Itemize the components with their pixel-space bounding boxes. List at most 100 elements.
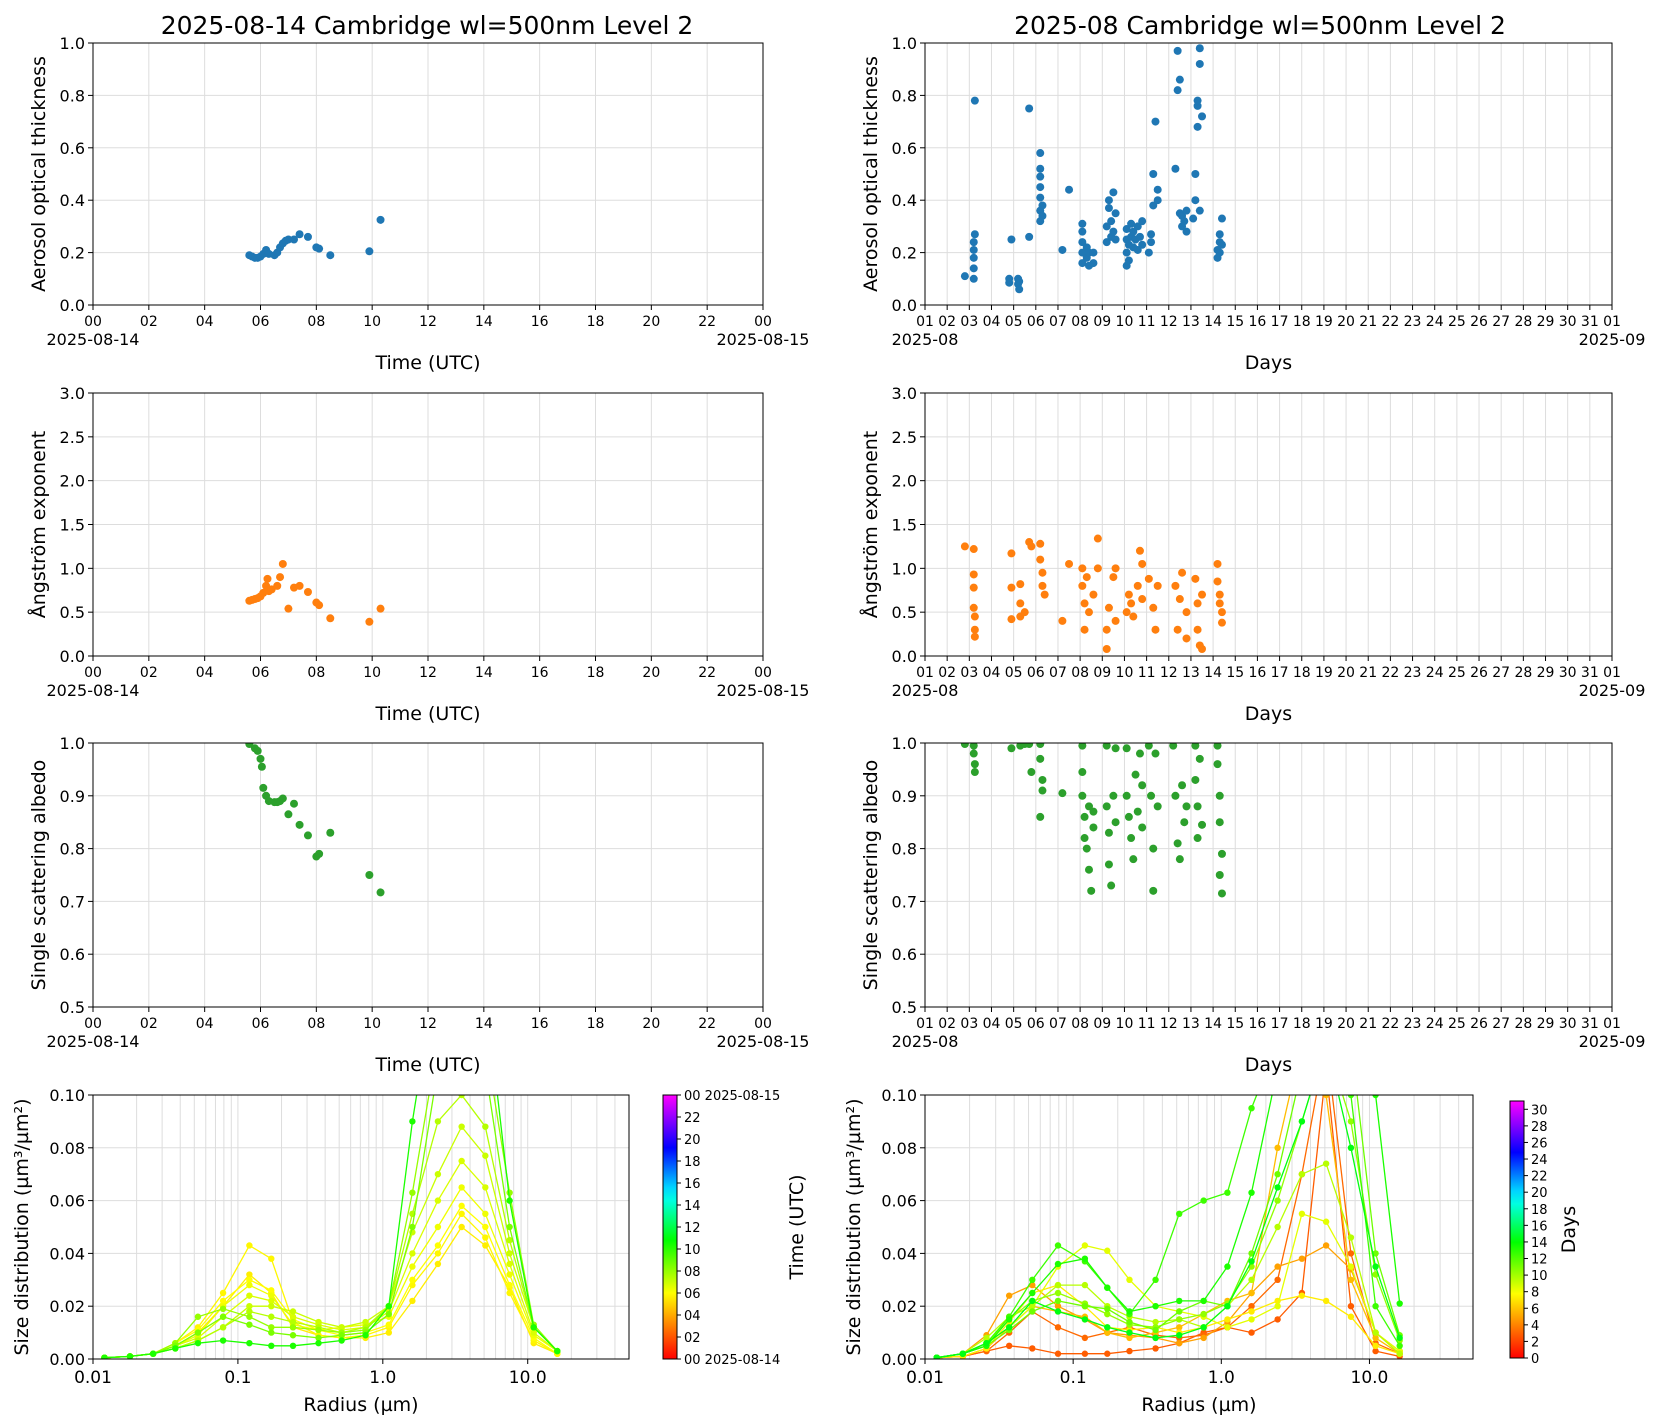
y-axis-label: Single scattering albedo <box>860 760 882 991</box>
colorbar-tick-label: 08 <box>684 1265 701 1280</box>
y-tick-label: 0.04 <box>881 1244 917 1263</box>
series-point <box>1126 1347 1133 1355</box>
data-point <box>263 574 272 583</box>
series-point <box>246 1303 253 1310</box>
data-point <box>1149 603 1158 612</box>
series-point <box>1274 1197 1281 1204</box>
data-point <box>1078 768 1087 777</box>
series-line <box>104 1095 558 1359</box>
series-point <box>1372 1347 1379 1355</box>
data-point <box>1084 802 1093 811</box>
data-point <box>1127 834 1136 843</box>
series-point <box>1298 1210 1306 1218</box>
data-point <box>1127 219 1136 228</box>
x-tick-label: 04 <box>196 314 214 330</box>
series-point <box>434 1223 442 1231</box>
data-point <box>969 570 978 579</box>
chart-psd_day: 0.00 0.02 0.04 0.06 0.08 0.10 0.01 0.1 1.0 10.0 Ra… <box>11 1086 808 1416</box>
right-title: 2025-08 Cambridge wl=500nm Level 2 <box>1014 11 1506 40</box>
grid <box>924 742 1613 1008</box>
data-point <box>1127 599 1136 608</box>
x-tick-label: 05 <box>1005 665 1023 681</box>
series-point <box>933 1354 940 1359</box>
data-point <box>276 573 285 582</box>
data-point <box>1180 217 1189 226</box>
x-tick-label: 00 <box>754 1016 772 1032</box>
y-tick-label: 0.0 <box>892 647 917 666</box>
series-point <box>268 1303 275 1310</box>
data-point <box>284 810 293 819</box>
data-point <box>1217 618 1226 627</box>
y-tick-label: 0.4 <box>892 191 917 210</box>
series-point <box>506 1197 513 1204</box>
data-point <box>1089 823 1098 832</box>
series-point <box>1200 1297 1207 1305</box>
data-point <box>1078 581 1087 590</box>
series-point <box>1054 1297 1062 1305</box>
x-tick-label: 29 <box>1537 665 1555 681</box>
x-tick-label: 12 <box>1160 314 1178 330</box>
data-point <box>960 272 969 281</box>
series-point <box>1029 1303 1036 1310</box>
data-point <box>1215 818 1224 827</box>
series-line <box>936 1284 1400 1359</box>
series-point <box>1176 1324 1183 1331</box>
data-point <box>1191 170 1200 178</box>
series-point <box>530 1329 537 1336</box>
x-tick-label: 0.1 <box>224 1368 251 1388</box>
series-point <box>482 1234 489 1241</box>
x-tick-label: 27 <box>1492 314 1510 330</box>
x-tick-label: 08 <box>307 1016 325 1032</box>
data-point <box>1036 172 1045 181</box>
x-tick-label: 28 <box>1514 314 1532 330</box>
series-point <box>1054 1281 1062 1289</box>
colorbar-tick-label: 20 <box>684 1133 701 1148</box>
series-point <box>194 1339 202 1347</box>
y-tick-label: 0.0 <box>60 296 85 315</box>
series-point <box>1248 1289 1255 1297</box>
series-point <box>482 1242 489 1249</box>
data-point <box>1007 583 1016 592</box>
colorbar-fill <box>662 1094 678 1360</box>
x-tick-label: 00 <box>754 314 772 330</box>
series-point <box>1104 1284 1111 1291</box>
x-tick-label: 14 <box>475 1016 493 1032</box>
series-point <box>983 1334 990 1342</box>
x-tick-label: 01 <box>916 1016 934 1032</box>
data-point <box>1131 770 1140 779</box>
colorbar-tick-label: 00 2025-08-15 <box>684 1089 780 1104</box>
y-tick-label: 0.2 <box>892 244 917 263</box>
colorbar-tick-label: 0 <box>1531 1352 1539 1367</box>
data-point <box>1153 581 1162 590</box>
data-point <box>1138 823 1147 832</box>
data-point <box>1195 44 1204 53</box>
series-point <box>246 1242 253 1249</box>
data-point <box>1078 238 1087 247</box>
series-point <box>385 1310 393 1318</box>
data-point <box>1133 222 1142 231</box>
data-point <box>1104 603 1113 612</box>
y-tick-label: 1.0 <box>60 734 85 753</box>
x-tick-label: 31 <box>1581 314 1599 330</box>
data-point <box>1153 185 1162 194</box>
series-point <box>246 1308 253 1315</box>
series-point <box>1347 1263 1355 1270</box>
x-tick-label: 25 <box>1448 665 1466 681</box>
y-tick-label: 1.5 <box>60 516 85 535</box>
series-point <box>1054 1350 1062 1357</box>
series-group <box>245 215 385 262</box>
x-tick-label: 14 <box>1204 314 1222 330</box>
x-tick-label: 21 <box>1359 665 1377 681</box>
x-tick-label: 14 <box>1204 665 1222 681</box>
x-tick-label: 15 <box>1226 314 1244 330</box>
series-point <box>1081 1334 1089 1342</box>
data-point <box>315 601 324 610</box>
data-point <box>969 238 978 247</box>
data-point <box>1084 865 1093 874</box>
series-point <box>1372 1303 1379 1310</box>
data-point <box>1129 855 1138 864</box>
y-tick-label: 0.06 <box>881 1192 917 1211</box>
data-point <box>1111 616 1120 625</box>
series-point <box>1274 1144 1281 1152</box>
y-tick-label: 0.9 <box>60 787 85 806</box>
